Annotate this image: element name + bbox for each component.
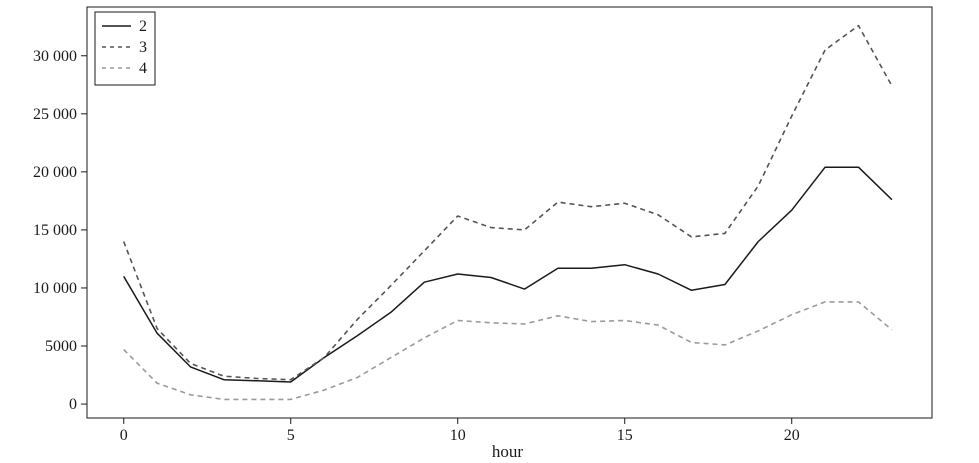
x-axis-title: hour (492, 442, 524, 461)
x-axis: 0 5 10 15 20 (120, 418, 800, 444)
y-tick-label: 5000 (45, 338, 77, 355)
y-tick-label: 20 000 (33, 164, 77, 181)
x-tick-label: 15 (617, 427, 633, 444)
legend-label-2: 2 (139, 18, 147, 35)
x-tick-label: 5 (287, 427, 295, 444)
legend-box (94, 11, 156, 86)
plot-frame (86, 6, 933, 419)
y-tick-label: 15 000 (33, 222, 77, 239)
legend: 2 3 4 (94, 11, 156, 86)
y-tick-label: 0 (69, 396, 77, 413)
x-tick-label: 10 (450, 427, 466, 444)
y-tick-label: 30 000 (33, 48, 77, 65)
legend-label-4: 4 (139, 60, 147, 77)
x-tick-label: 20 (784, 427, 800, 444)
series-layer (122, 24, 893, 401)
series-line-3 (122, 24, 893, 381)
y-axis: 0 5000 10 000 15 000 20 000 25 000 30 000 (33, 48, 87, 413)
y-tick-label: 10 000 (33, 280, 77, 297)
x-tick-label: 0 (120, 427, 128, 444)
series-line-2 (123, 166, 893, 383)
series-line-4 (123, 301, 893, 401)
legend-label-3: 3 (139, 39, 147, 56)
y-tick-label: 25 000 (33, 106, 77, 123)
